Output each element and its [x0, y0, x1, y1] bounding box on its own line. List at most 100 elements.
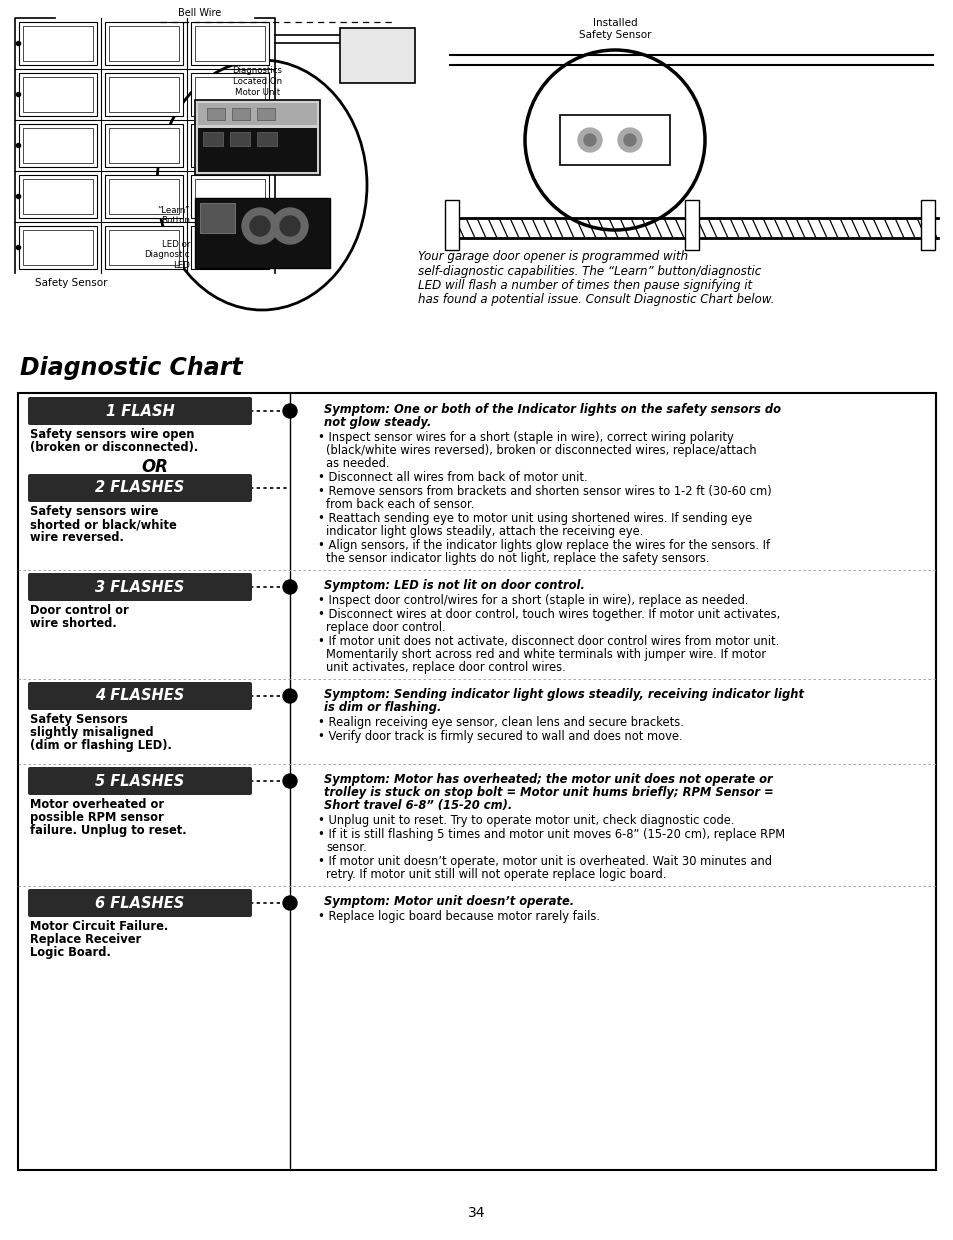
- FancyBboxPatch shape: [109, 179, 179, 215]
- Text: slightly misaligned: slightly misaligned: [30, 725, 153, 739]
- Text: self-diagnostic capabilities. The “Learn” button/diagnostic: self-diagnostic capabilities. The “Learn…: [417, 264, 760, 278]
- Circle shape: [283, 689, 296, 703]
- Text: not glow steady.: not glow steady.: [324, 415, 431, 429]
- FancyBboxPatch shape: [198, 103, 316, 125]
- Text: possible RPM sensor: possible RPM sensor: [30, 811, 164, 825]
- Text: • Replace logic board because motor rarely fails.: • Replace logic board because motor rare…: [317, 910, 599, 923]
- Text: • Verify door track is firmly secured to wall and does not move.: • Verify door track is firmly secured to…: [317, 730, 682, 743]
- FancyBboxPatch shape: [198, 128, 316, 172]
- Circle shape: [242, 208, 277, 244]
- Text: unit activates, replace door control wires.: unit activates, replace door control wir…: [326, 661, 565, 675]
- Text: • Disconnect wires at door control, touch wires together. If motor unit activate: • Disconnect wires at door control, touc…: [317, 608, 780, 621]
- Text: Momentarily short across red and white terminals with jumper wire. If motor: Momentarily short across red and white t…: [326, 649, 765, 661]
- FancyBboxPatch shape: [207, 108, 225, 120]
- FancyBboxPatch shape: [194, 77, 265, 112]
- FancyBboxPatch shape: [194, 100, 319, 175]
- Text: Installed
Safety Sensor: Installed Safety Sensor: [578, 17, 651, 40]
- Text: 5 FLASHES: 5 FLASHES: [95, 774, 185, 789]
- Text: Replace Receiver: Replace Receiver: [30, 932, 141, 946]
- Text: LED or
Diagnostic
LED: LED or Diagnostic LED: [144, 241, 190, 270]
- Text: Symptom: Sending indicator light glows steadily, receiving indicator light: Symptom: Sending indicator light glows s…: [324, 688, 803, 701]
- Circle shape: [618, 128, 641, 153]
- FancyBboxPatch shape: [23, 128, 92, 162]
- FancyBboxPatch shape: [200, 203, 234, 233]
- Text: Door control or: Door control or: [30, 604, 129, 618]
- Text: 2 FLASHES: 2 FLASHES: [95, 480, 185, 496]
- FancyBboxPatch shape: [19, 226, 97, 269]
- Text: (black/white wires reversed), broken or disconnected wires, replace/attach: (black/white wires reversed), broken or …: [326, 444, 756, 458]
- FancyBboxPatch shape: [105, 226, 183, 269]
- FancyBboxPatch shape: [256, 108, 274, 120]
- FancyBboxPatch shape: [105, 73, 183, 117]
- Text: trolley is stuck on stop bolt = Motor unit hums briefly; RPM Sensor =: trolley is stuck on stop bolt = Motor un…: [324, 786, 773, 799]
- Circle shape: [578, 128, 601, 153]
- FancyBboxPatch shape: [191, 124, 269, 167]
- FancyBboxPatch shape: [444, 200, 458, 250]
- Text: LED will flash a number of times then pause signifying it: LED will flash a number of times then pa…: [417, 279, 751, 291]
- Text: Motor Circuit Failure.: Motor Circuit Failure.: [30, 920, 168, 932]
- Text: • Align sensors, if the indicator lights glow replace the wires for the sensors.: • Align sensors, if the indicator lights…: [317, 539, 769, 552]
- Text: • Inspect door control/wires for a short (staple in wire), replace as needed.: • Inspect door control/wires for a short…: [317, 594, 748, 608]
- FancyBboxPatch shape: [191, 175, 269, 218]
- Text: OR: OR: [141, 458, 169, 476]
- FancyBboxPatch shape: [23, 179, 92, 215]
- Text: Bell Wire: Bell Wire: [178, 7, 221, 19]
- FancyBboxPatch shape: [19, 124, 97, 167]
- Text: indicator light glows steadily, attach the receiving eye.: indicator light glows steadily, attach t…: [326, 525, 642, 538]
- Text: sensor.: sensor.: [326, 841, 366, 854]
- FancyBboxPatch shape: [28, 573, 252, 601]
- FancyBboxPatch shape: [230, 131, 250, 146]
- FancyBboxPatch shape: [19, 22, 97, 64]
- FancyBboxPatch shape: [684, 200, 699, 250]
- FancyBboxPatch shape: [191, 226, 269, 269]
- FancyBboxPatch shape: [109, 128, 179, 162]
- Text: 3 FLASHES: 3 FLASHES: [95, 579, 185, 594]
- FancyBboxPatch shape: [28, 682, 252, 711]
- Circle shape: [283, 580, 296, 594]
- FancyBboxPatch shape: [23, 26, 92, 61]
- FancyBboxPatch shape: [109, 77, 179, 112]
- Circle shape: [283, 897, 296, 910]
- Text: • Realign receiving eye sensor, clean lens and secure brackets.: • Realign receiving eye sensor, clean le…: [317, 715, 683, 729]
- Text: Motor overheated or: Motor overheated or: [30, 799, 164, 811]
- Text: Short travel 6-8” (15-20 cm).: Short travel 6-8” (15-20 cm).: [324, 799, 512, 812]
- Text: failure. Unplug to reset.: failure. Unplug to reset.: [30, 825, 187, 837]
- Text: the sensor indicator lights do not light, replace the safety sensors.: the sensor indicator lights do not light…: [326, 552, 709, 565]
- FancyBboxPatch shape: [194, 198, 330, 268]
- Text: replace door control.: replace door control.: [326, 621, 445, 634]
- Text: Symptom: One or both of the Indicator lights on the safety sensors do: Symptom: One or both of the Indicator li…: [324, 403, 781, 415]
- Text: Diagnostics
Located On
Motor Unit: Diagnostics Located On Motor Unit: [233, 66, 282, 97]
- Text: Symptom: Motor has overheated; the motor unit does not operate or: Symptom: Motor has overheated; the motor…: [324, 773, 772, 786]
- Text: (broken or disconnected).: (broken or disconnected).: [30, 441, 198, 454]
- FancyBboxPatch shape: [920, 200, 934, 250]
- FancyBboxPatch shape: [194, 179, 265, 215]
- Text: • Disconnect all wires from back of motor unit.: • Disconnect all wires from back of moto…: [317, 471, 587, 484]
- Text: 34: 34: [468, 1207, 485, 1220]
- Text: • If motor unit doesn’t operate, motor unit is overheated. Wait 30 minutes and: • If motor unit doesn’t operate, motor u…: [317, 856, 771, 868]
- Circle shape: [623, 134, 636, 146]
- FancyBboxPatch shape: [194, 26, 265, 61]
- Text: • Unplug unit to reset. Try to operate motor unit, check diagnostic code.: • Unplug unit to reset. Try to operate m…: [317, 813, 734, 827]
- FancyBboxPatch shape: [19, 175, 97, 218]
- Text: Safety sensors wire: Safety sensors wire: [30, 505, 158, 518]
- FancyBboxPatch shape: [203, 131, 223, 146]
- FancyBboxPatch shape: [23, 229, 92, 265]
- FancyBboxPatch shape: [28, 397, 252, 425]
- FancyBboxPatch shape: [28, 474, 252, 502]
- Text: is dim or flashing.: is dim or flashing.: [324, 701, 441, 714]
- FancyBboxPatch shape: [191, 22, 269, 64]
- Text: • Remove sensors from brackets and shorten sensor wires to 1-2 ft (30-60 cm): • Remove sensors from brackets and short…: [317, 485, 771, 498]
- Text: Symptom: LED is not lit on door control.: Symptom: LED is not lit on door control.: [324, 579, 584, 591]
- Text: (dim or flashing LED).: (dim or flashing LED).: [30, 739, 172, 751]
- FancyBboxPatch shape: [23, 77, 92, 112]
- Circle shape: [280, 216, 299, 236]
- Text: shorted or black/white: shorted or black/white: [30, 518, 176, 531]
- FancyBboxPatch shape: [194, 229, 265, 265]
- Text: 6 FLASHES: 6 FLASHES: [95, 895, 185, 910]
- Circle shape: [250, 216, 270, 236]
- FancyBboxPatch shape: [28, 768, 252, 795]
- Text: • Reattach sending eye to motor unit using shortened wires. If sending eye: • Reattach sending eye to motor unit usi…: [317, 512, 752, 525]
- Text: Safety Sensor: Safety Sensor: [35, 278, 108, 288]
- Text: wire reversed.: wire reversed.: [30, 531, 124, 544]
- FancyBboxPatch shape: [28, 889, 252, 918]
